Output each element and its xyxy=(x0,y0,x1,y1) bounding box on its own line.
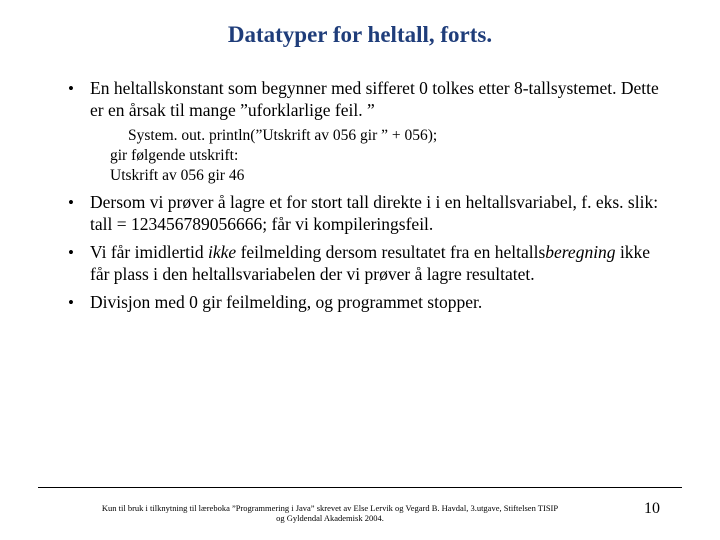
bullet-item-1: En heltallskonstant som begynner med sif… xyxy=(62,78,662,186)
bullet-3-ikke: ikke xyxy=(208,242,236,262)
bullet-3-text-a: Vi får imidlertid xyxy=(90,242,208,262)
slide: Datatyper for heltall, forts. En heltall… xyxy=(0,0,720,540)
footer-rule xyxy=(38,487,682,488)
bullet-list: En heltallskonstant som begynner med sif… xyxy=(62,78,662,314)
bullet-item-4: Divisjon med 0 gir feilmelding, og progr… xyxy=(62,292,662,314)
slide-body: En heltallskonstant som begynner med sif… xyxy=(62,78,662,320)
bullet-4-text: Divisjon med 0 gir feilmelding, og progr… xyxy=(90,292,482,312)
page-number: 10 xyxy=(644,500,660,518)
bullet-1-sub: System. out. println(”Utskrift av 056 gi… xyxy=(110,126,662,186)
bullet-3-beregning: beregning xyxy=(545,242,615,262)
bullet-1-text-b: ”uforklarlige feil. ” xyxy=(240,100,375,120)
sub-code-line: System. out. println(”Utskrift av 056 gi… xyxy=(128,126,662,146)
slide-title: Datatyper for heltall, forts. xyxy=(0,22,720,48)
bullet-2-text: Dersom vi prøver å lagre et for stort ta… xyxy=(90,192,658,234)
bullet-item-3: Vi får imidlertid ikke feilmelding derso… xyxy=(62,242,662,286)
sub-line-3: Utskrift av 056 gir 46 xyxy=(110,166,662,186)
bullet-item-2: Dersom vi prøver å lagre et for stort ta… xyxy=(62,192,662,236)
sub-line-2: gir følgende utskrift: xyxy=(110,146,662,166)
bullet-3-text-b: feilmelding dersom resultatet fra en hel… xyxy=(236,242,545,262)
footer-text: Kun til bruk i tilknytning til læreboka … xyxy=(100,503,560,524)
